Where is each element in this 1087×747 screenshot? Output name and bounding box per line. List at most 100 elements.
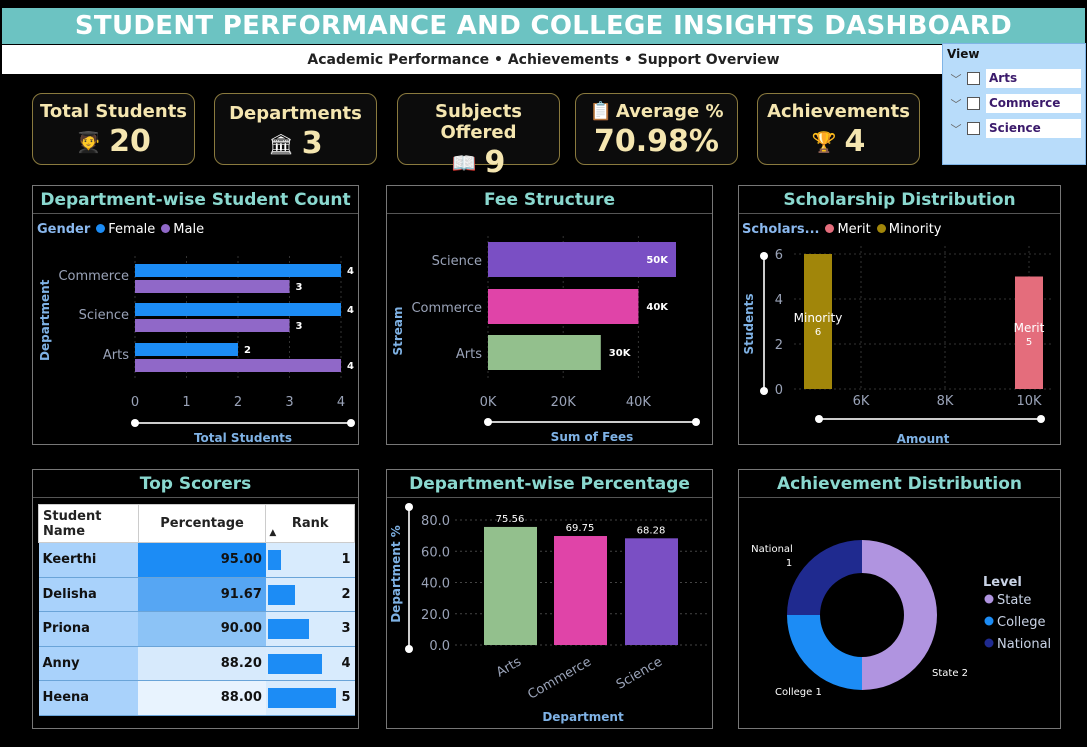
chevron-down-icon[interactable]: ﹀ (950, 122, 962, 136)
column-header-rank[interactable]: Rank ▲ (265, 504, 355, 543)
y-tick-label: 6 (775, 248, 783, 263)
student-name-cell: Delisha (38, 577, 139, 612)
y-tick-label: 40.0 (421, 577, 450, 592)
dashboard-subtitle: Academic Performance • Achievements • Su… (307, 51, 780, 68)
view-item-commerce[interactable]: ﹀ Commerce (947, 91, 1081, 116)
kpi-value: 9 (484, 145, 506, 180)
rank-bar (267, 653, 323, 674)
y-tick-label: Arts (456, 347, 482, 362)
legend-title: Level (983, 575, 1022, 590)
legend-item-merit[interactable]: Merit (825, 222, 871, 237)
percentage-cell: 91.67 (138, 577, 266, 612)
rank-bar (267, 619, 309, 639)
legend-item-male[interactable]: Male (161, 222, 204, 237)
table-row[interactable]: Keerthi 95.00 1 (38, 542, 355, 578)
kpi-label: Subjects Offered (434, 101, 523, 143)
kpi-value: 4 (844, 124, 866, 159)
achievement-card: Achievement Distribution Level State 2 Co… (738, 469, 1061, 729)
data-label: 68.28 (637, 525, 666, 536)
student-name-cell: Keerthi (38, 542, 139, 578)
scroll-handle[interactable] (347, 419, 355, 427)
view-item-science[interactable]: ﹀ Science (947, 116, 1081, 141)
dept-pct-card: Department-wise Percentage Department % … (386, 469, 713, 729)
table-row[interactable]: Heena 88.00 5 (38, 680, 355, 716)
y-tick-label: Arts (103, 348, 129, 363)
x-tick-label: 2 (234, 395, 242, 410)
rank-cell: 3 (265, 611, 355, 647)
chart-title: Scholarship Distribution (739, 186, 1060, 214)
clipboard-icon: 📋 (589, 101, 612, 122)
bar-merit (1015, 276, 1043, 389)
legend-item-minority[interactable]: Minority (876, 222, 942, 237)
view-item-label[interactable]: Arts (986, 69, 1081, 88)
building-icon: 🏛 (268, 131, 294, 156)
view-item-label[interactable]: Commerce (986, 94, 1081, 113)
legend-item-female[interactable]: Female (96, 222, 155, 237)
view-item-arts[interactable]: ﹀ Arts (947, 66, 1081, 91)
x-tick-label: Science (614, 654, 665, 692)
rank-bar (267, 584, 296, 605)
dashboard-title: STUDENT PERFORMANCE AND COLLEGE INSIGHTS… (74, 11, 1013, 41)
kpi-average-percent: 📋 Average % 70.98% (575, 93, 738, 165)
scroll-handle[interactable] (484, 418, 492, 426)
percentage-cell: 95.00 (138, 542, 266, 578)
data-label: State 2 (932, 668, 968, 679)
scroll-handle[interactable] (760, 252, 768, 260)
rank-value: 1 (341, 552, 351, 568)
chevron-down-icon[interactable]: ﹀ (950, 72, 962, 86)
y-axis-title: Department % (389, 525, 403, 623)
scroll-handle[interactable] (692, 418, 700, 426)
student-name-cell: Anny (38, 646, 139, 681)
column-header-name[interactable]: Student Name (38, 504, 139, 543)
title-bar: STUDENT PERFORMANCE AND COLLEGE INSIGHTS… (2, 8, 1085, 44)
scroll-handle[interactable] (815, 415, 823, 423)
bar (135, 359, 341, 372)
percentage-cell: 88.00 (138, 680, 266, 716)
table-row[interactable]: Anny 88.20 4 (38, 646, 355, 681)
data-label: 4 (347, 266, 354, 277)
legend-label: Minority (888, 222, 942, 237)
data-label: 4 (347, 305, 354, 316)
y-tick-label: 0 (775, 383, 783, 398)
chart-legend: Scholars... Merit Minority (742, 222, 942, 237)
sort-ascending-icon[interactable]: ▲ (269, 528, 277, 538)
scroll-handle[interactable] (131, 419, 139, 427)
x-tick-label: 40K (626, 395, 652, 410)
checkbox[interactable] (967, 122, 980, 135)
percentage-cell: 90.00 (138, 611, 266, 647)
bar (625, 538, 678, 645)
view-slicer[interactable]: View ﹀ Arts ﹀ Commerce ﹀ Science (942, 43, 1086, 165)
view-item-label[interactable]: Science (986, 119, 1081, 138)
rank-cell: 4 (265, 646, 355, 681)
rank-bar (267, 688, 336, 708)
chart-title: Department-wise Percentage (387, 470, 712, 498)
scroll-handle[interactable] (405, 503, 413, 511)
data-label: 6 (815, 327, 821, 338)
column-header-percentage[interactable]: Percentage (137, 504, 267, 543)
scroll-handle[interactable] (760, 387, 768, 395)
data-label: 1 (786, 558, 792, 569)
bar (488, 335, 601, 370)
bar (554, 536, 607, 645)
data-label: 5 (1026, 337, 1032, 348)
checkbox[interactable] (967, 72, 980, 85)
legend-label: Male (173, 222, 205, 237)
rank-cell: 2 (265, 577, 355, 612)
student-name-cell: Priona (38, 611, 139, 647)
y-axis-title: Department (38, 279, 52, 361)
view-slicer-title: View (947, 47, 980, 61)
legend-label: College (997, 615, 1046, 630)
y-axis-title: Students (742, 293, 756, 354)
table-row[interactable]: Delisha 91.67 2 (38, 577, 355, 612)
bar (488, 242, 676, 277)
chevron-down-icon[interactable]: ﹀ (950, 97, 962, 111)
scroll-handle[interactable] (1037, 415, 1045, 423)
rank-cell: 1 (265, 542, 355, 578)
data-label: 30K (609, 348, 632, 359)
bar-minority (804, 254, 832, 389)
y-tick-label: 60.0 (421, 545, 450, 560)
subtitle-bar: Academic Performance • Achievements • Su… (2, 45, 1085, 74)
checkbox[interactable] (967, 97, 980, 110)
table-row[interactable]: Priona 90.00 3 (38, 611, 355, 647)
scroll-handle[interactable] (405, 645, 413, 653)
